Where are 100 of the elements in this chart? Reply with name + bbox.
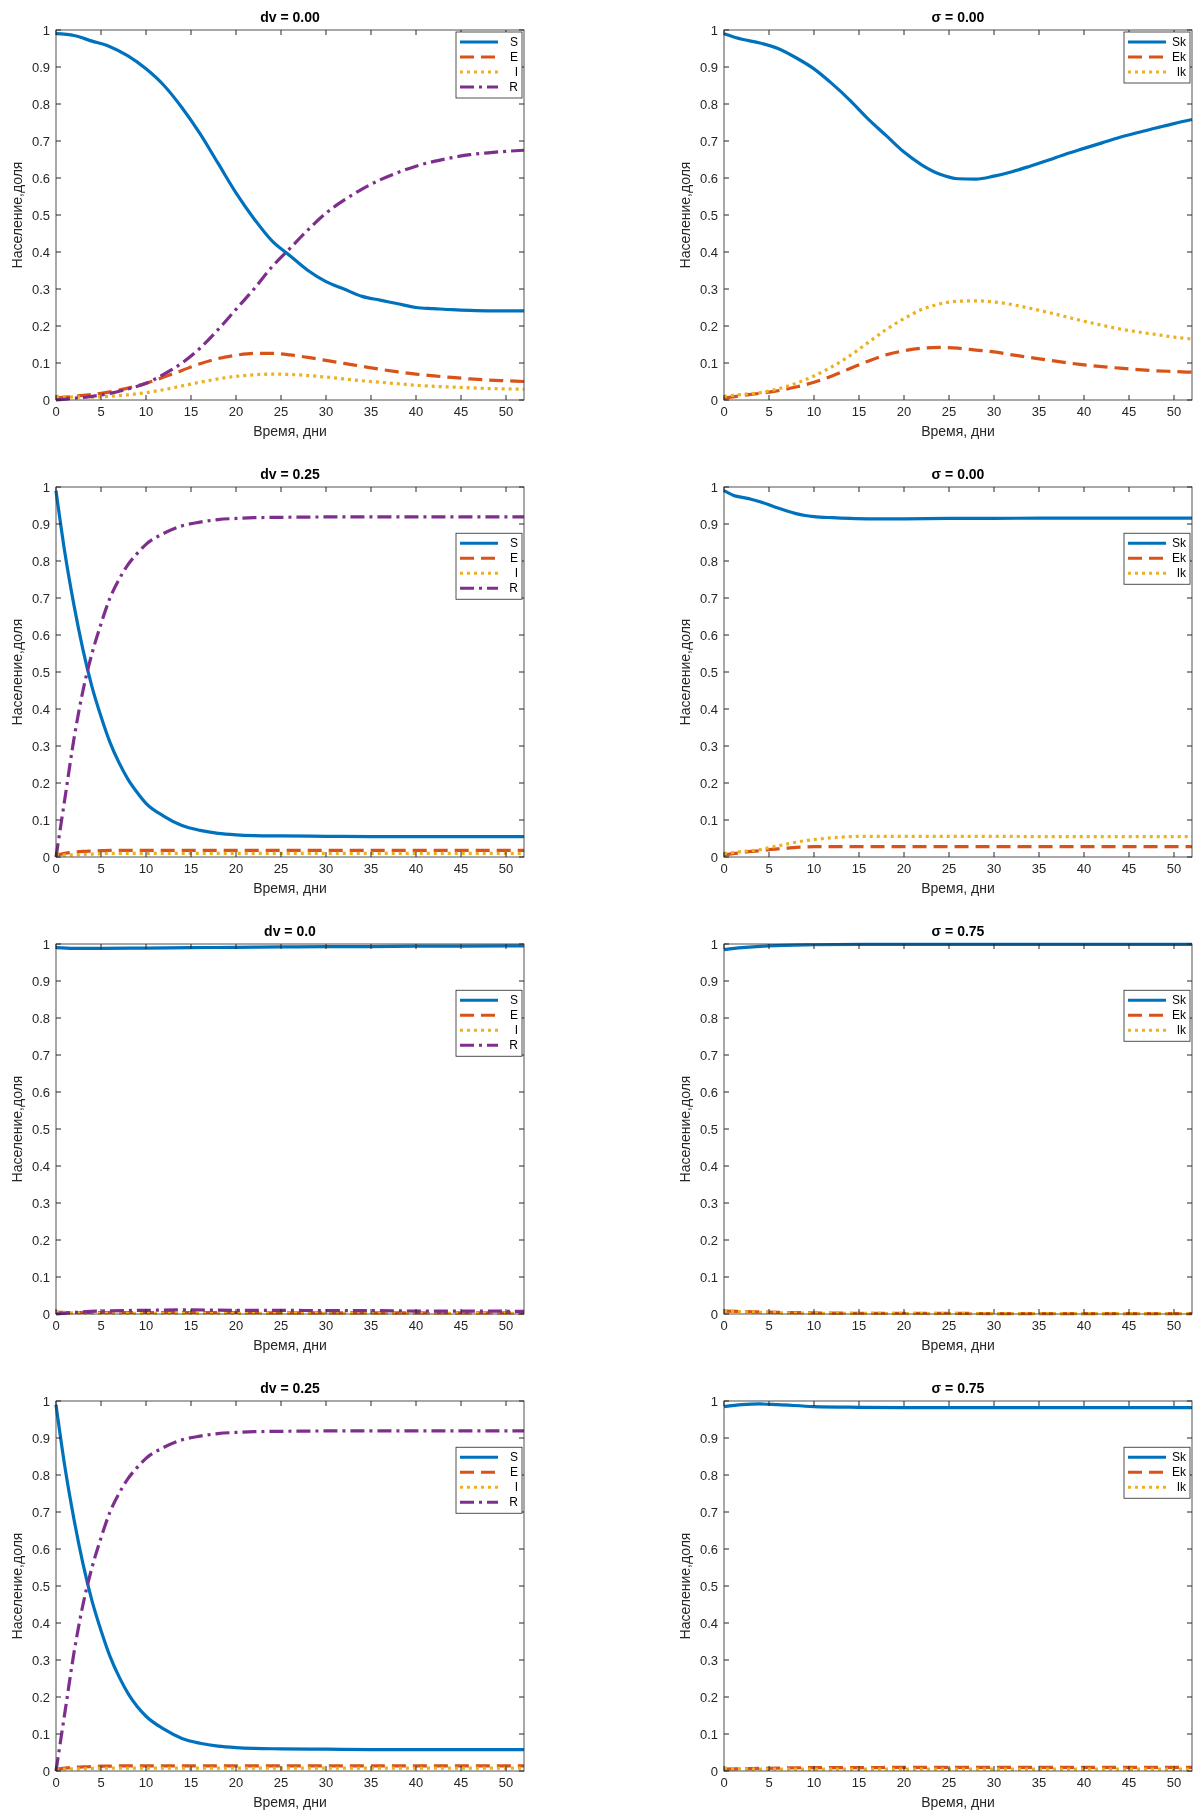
x-tick-label: 5 xyxy=(97,1775,105,1790)
x-tick-label: 0 xyxy=(52,1318,60,1333)
y-tick-label: 0.5 xyxy=(31,664,50,680)
legend-label: Ek xyxy=(1171,50,1187,64)
x-tick-label: 15 xyxy=(183,1775,199,1790)
y-tick-label: 0.7 xyxy=(31,133,50,149)
legend-label: I xyxy=(514,65,518,79)
legend-label: Ik xyxy=(1176,1023,1187,1038)
legend-label: S xyxy=(509,993,518,1008)
x-tick-label: 5 xyxy=(765,1318,773,1333)
x-tick-label: 25 xyxy=(273,861,289,876)
legend-label: E xyxy=(509,1465,518,1480)
x-tick-label: 25 xyxy=(941,404,957,419)
x-tick-label: 0 xyxy=(720,861,728,876)
legend-label: R xyxy=(509,80,519,94)
y-tick-label: 0.3 xyxy=(699,281,718,297)
y-tick-label: 0.6 xyxy=(699,170,718,186)
y-tick-label: 0.1 xyxy=(31,1269,50,1285)
chart-title: dv = 0.00 xyxy=(260,9,320,25)
x-tick-label: 45 xyxy=(453,861,469,876)
y-tick-label: 0.4 xyxy=(699,244,718,260)
x-tick-label: 20 xyxy=(228,861,244,876)
y-tick-label: 0.6 xyxy=(31,1541,50,1557)
x-tick-label: 0 xyxy=(720,404,728,419)
y-tick-label: 1 xyxy=(42,936,50,952)
y-tick-label: 0.2 xyxy=(31,318,50,334)
x-tick-label: 40 xyxy=(408,1318,424,1333)
x-tick-label: 45 xyxy=(453,1775,469,1790)
y-tick-label: 1 xyxy=(42,479,50,495)
x-tick-label: 0 xyxy=(52,404,60,419)
x-tick-label: 50 xyxy=(1166,1775,1182,1790)
x-tick-label: 20 xyxy=(228,1775,244,1790)
y-axis-title: Население,доля xyxy=(677,1075,693,1183)
y-tick-label: 0.7 xyxy=(31,590,50,606)
x-tick-label: 45 xyxy=(1121,1318,1137,1333)
y-tick-label: 0.7 xyxy=(699,133,718,149)
x-axis-title: Время, дни xyxy=(253,880,327,896)
legend-label: E xyxy=(509,50,518,64)
x-tick-label: 35 xyxy=(1031,1775,1047,1790)
y-tick-label: 0 xyxy=(710,392,718,408)
line-series xyxy=(722,845,1194,857)
y-tick-label: 0.1 xyxy=(31,355,50,371)
x-tick-label: 35 xyxy=(1031,861,1047,876)
legend-label: R xyxy=(509,1038,519,1053)
y-tick-label: 0.1 xyxy=(31,812,50,828)
x-tick-label: 40 xyxy=(408,404,424,419)
y-tick-label: 0.5 xyxy=(31,1121,50,1137)
y-tick-label: 0.5 xyxy=(31,1578,50,1594)
y-tick-label: 0.5 xyxy=(699,207,718,223)
y-tick-label: 0.9 xyxy=(31,59,50,75)
legend-label: Sk xyxy=(1171,35,1187,49)
y-tick-label: 0.6 xyxy=(699,627,718,643)
y-tick-label: 0.8 xyxy=(31,1010,50,1026)
y-tick-label: 0.8 xyxy=(699,96,718,112)
y-tick-label: 0.3 xyxy=(31,738,50,754)
legend-label: Ek xyxy=(1171,1465,1187,1480)
y-tick-label: 0.3 xyxy=(699,738,718,754)
x-tick-label: 40 xyxy=(408,1775,424,1790)
y-tick-label: 0.7 xyxy=(699,1047,718,1063)
x-tick-label: 25 xyxy=(273,404,289,419)
y-tick-label: 0.9 xyxy=(31,516,50,532)
x-tick-label: 40 xyxy=(1076,861,1092,876)
x-tick-label: 5 xyxy=(765,861,773,876)
y-tick-label: 0 xyxy=(42,1306,50,1322)
legend-label: S xyxy=(509,1450,518,1465)
x-axis-title: Время, дни xyxy=(921,880,995,896)
y-tick-label: 0 xyxy=(710,849,718,865)
chart-title: σ = 0.75 xyxy=(931,1380,985,1396)
legend-label: Ik xyxy=(1176,566,1187,581)
legend-label: S xyxy=(509,35,518,49)
x-tick-label: 5 xyxy=(97,861,105,876)
y-tick-label: 1 xyxy=(710,22,718,38)
x-tick-label: 50 xyxy=(498,404,514,419)
chart-title: dv = 0.25 xyxy=(260,466,320,482)
legend-label: Ek xyxy=(1171,1008,1187,1023)
x-tick-label: 5 xyxy=(97,404,105,419)
y-tick-label: 0.3 xyxy=(31,1195,50,1211)
x-tick-label: 25 xyxy=(941,1318,957,1333)
chart-title: σ = 0.75 xyxy=(931,923,985,939)
legend-label: Ek xyxy=(1171,551,1187,566)
x-tick-label: 10 xyxy=(806,404,822,419)
x-tick-label: 15 xyxy=(183,1318,199,1333)
x-tick-label: 30 xyxy=(986,1318,1002,1333)
y-axis-title: Население,доля xyxy=(677,1532,693,1640)
x-tick-label: 35 xyxy=(1031,1318,1047,1333)
y-tick-label: 0.3 xyxy=(699,1652,718,1668)
x-tick-label: 50 xyxy=(1166,861,1182,876)
y-tick-label: 0.7 xyxy=(31,1047,50,1063)
x-tick-label: 45 xyxy=(453,1318,469,1333)
x-axis-title: Время, дни xyxy=(253,423,327,439)
x-tick-label: 0 xyxy=(52,861,60,876)
x-tick-label: 25 xyxy=(273,1775,289,1790)
y-axis-title: Население,доля xyxy=(677,618,693,726)
y-axis-title: Население,доля xyxy=(9,161,25,269)
y-tick-label: 0.3 xyxy=(31,281,50,297)
y-tick-label: 0.9 xyxy=(699,59,718,75)
x-tick-label: 10 xyxy=(806,1318,822,1333)
y-tick-label: 0.5 xyxy=(699,664,718,680)
y-tick-label: 0.9 xyxy=(31,973,50,989)
legend-label: Sk xyxy=(1171,536,1187,551)
